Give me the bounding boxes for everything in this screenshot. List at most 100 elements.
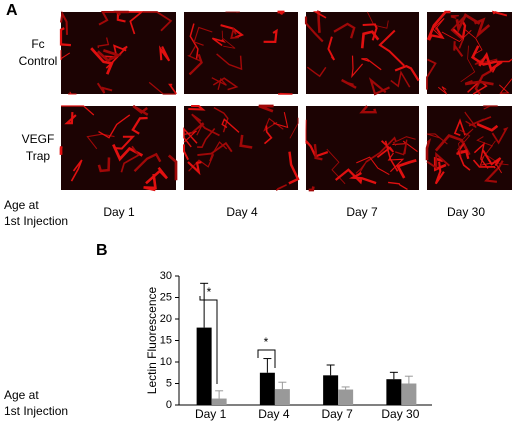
column-label: Day 7 [346, 205, 378, 219]
column-label: Day 4 [226, 205, 258, 219]
vessel [197, 127, 216, 149]
vessel [317, 10, 321, 33]
vessel [441, 30, 472, 42]
vessel [187, 161, 202, 176]
vessel [434, 134, 471, 156]
vessel [438, 86, 448, 95]
vessel [263, 125, 273, 145]
y-tick-label: 0 [166, 399, 172, 411]
vessel [308, 186, 315, 192]
bar [401, 383, 417, 405]
bar [274, 389, 290, 405]
bar [323, 375, 339, 405]
vessel [335, 168, 363, 185]
error-bar [404, 375, 413, 384]
annotation: * [207, 285, 212, 299]
vessel [458, 128, 474, 157]
panel-label: A [6, 2, 18, 19]
vessel [425, 138, 432, 161]
error-bar [200, 282, 209, 328]
vessel [98, 114, 131, 139]
vessel [476, 122, 499, 132]
vessel [113, 135, 136, 150]
vessel [367, 11, 389, 29]
micrograph [427, 12, 512, 94]
vessel [97, 157, 111, 173]
vessel [133, 152, 162, 173]
vessel [183, 127, 198, 148]
y-tick-label: 15 [160, 334, 172, 346]
vessel [142, 11, 173, 32]
error-bar [263, 358, 272, 373]
panel-label: B [96, 242, 108, 259]
vessel [473, 142, 489, 169]
vessel [104, 44, 127, 59]
vessel [483, 105, 498, 110]
vessel [96, 82, 113, 94]
vessel [426, 10, 451, 41]
vessel [60, 50, 71, 61]
error-bar [389, 371, 398, 380]
bar [211, 398, 227, 405]
vessel [464, 79, 494, 86]
vessel [426, 151, 450, 170]
column-label: Day 30 [447, 205, 485, 219]
vessel [211, 37, 226, 47]
vessel [70, 159, 83, 182]
vessel [68, 91, 77, 95]
vessel [277, 10, 285, 15]
vessel [188, 53, 203, 76]
x-tick-label: Day 1 [195, 407, 227, 421]
error-bar [215, 390, 224, 399]
vessel [388, 181, 408, 190]
vessel [187, 45, 201, 62]
vessel [90, 47, 114, 75]
vessel [59, 27, 71, 47]
micrograph [61, 12, 176, 94]
vessel [188, 154, 215, 172]
vessel [491, 126, 509, 145]
vessel [333, 22, 356, 39]
error-bar [341, 386, 350, 390]
bar [386, 379, 402, 405]
significance-brackets [199, 296, 276, 384]
vessel [394, 64, 420, 82]
vessel [450, 16, 465, 49]
micrograph [184, 12, 298, 94]
x-tick-label: Day 7 [321, 407, 353, 421]
vessel [452, 20, 467, 41]
vessel [498, 78, 513, 94]
vessel [211, 77, 227, 90]
vessel [359, 105, 378, 114]
vessel [183, 144, 189, 161]
vessel [394, 139, 408, 156]
vessel [189, 122, 205, 136]
y-tick-label: 20 [160, 313, 172, 325]
vessel [216, 53, 243, 71]
vessel [61, 105, 95, 116]
vessel [453, 41, 464, 57]
axis-label: 1st Injection [4, 214, 68, 228]
micrograph [184, 106, 298, 190]
vessel [188, 104, 206, 111]
vessel [120, 145, 140, 173]
vessel [362, 23, 378, 41]
error-bar [326, 364, 335, 376]
vessel [360, 30, 380, 49]
vessel [86, 133, 115, 150]
vessel [230, 26, 240, 39]
vessel [131, 116, 148, 135]
vessel [221, 30, 236, 49]
vessel [478, 51, 503, 72]
vessel [213, 106, 229, 133]
vessel [432, 18, 445, 39]
vessel [426, 58, 437, 90]
vessel [128, 11, 145, 35]
vessel [384, 140, 399, 172]
x-tick-label: Day 30 [381, 407, 419, 421]
vessel [132, 104, 149, 116]
vessel [368, 77, 390, 96]
vessel [113, 10, 129, 16]
vessel [258, 104, 274, 113]
vessel [361, 58, 382, 71]
